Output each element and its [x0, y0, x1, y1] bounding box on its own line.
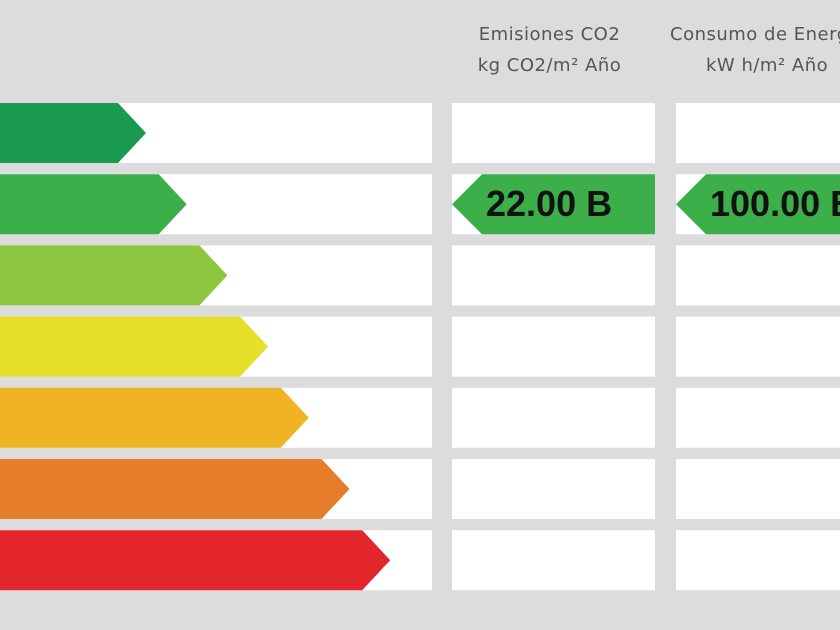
rating-value: 22.00	[486, 183, 576, 224]
column-unit: kW h/m² Año	[706, 55, 828, 76]
scale-arrow	[0, 245, 228, 306]
rating-class: B	[586, 183, 612, 224]
column-cell	[676, 316, 840, 377]
scale-arrow	[0, 174, 187, 235]
column-cell	[452, 103, 655, 163]
column-title: Consumo de Energía	[670, 24, 840, 45]
column-unit: kg CO2/m² Año	[478, 55, 622, 76]
column-cell	[676, 387, 840, 448]
column-cell	[676, 459, 840, 519]
rating-class: B	[830, 183, 840, 224]
column-cell	[676, 103, 840, 163]
column-cell	[452, 245, 655, 306]
rating-arrow	[452, 174, 655, 235]
rating-text: 100.00 B	[710, 183, 840, 224]
scale-arrow	[0, 103, 146, 163]
column-cell	[452, 459, 655, 519]
scale-arrow	[0, 387, 309, 448]
scale-arrow	[0, 530, 391, 591]
column-cell	[676, 530, 840, 591]
scale-arrow	[0, 316, 269, 377]
column-title: Emisiones CO2	[479, 24, 621, 45]
scale-arrow	[0, 459, 350, 519]
rating-text: 22.00 B	[486, 183, 612, 224]
rating-value: 100.00	[710, 183, 820, 224]
rating-arrow	[676, 174, 840, 235]
column-cell	[452, 530, 655, 591]
column-cell	[452, 316, 655, 377]
column-cell	[452, 387, 655, 448]
column-cell	[676, 245, 840, 306]
